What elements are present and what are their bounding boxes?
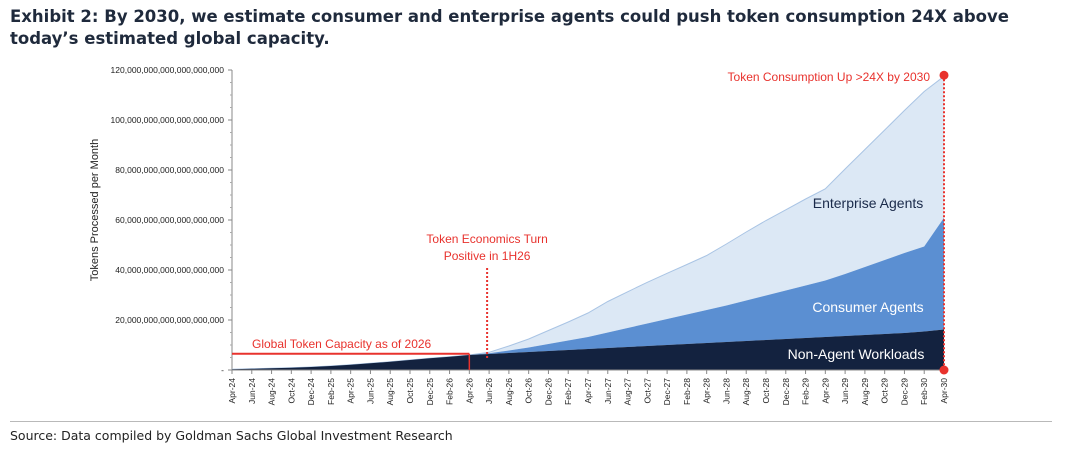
x-tick-label: Jun-25 — [365, 378, 375, 404]
x-tick-label: Feb-26 — [445, 378, 455, 405]
x-tick-label: Apr-29 — [820, 378, 830, 404]
y-tick-label: 120,000,000,000,000,000,000 — [111, 65, 225, 75]
stacked-area-chart: - 20,000,000,000,000,000,000 40,000,000,00… — [89, 65, 949, 406]
x-tick-label: Dec-24 — [306, 378, 316, 406]
x-tick-label: Jun-29 — [840, 378, 850, 404]
y-tick-label: 60,000,000,000,000,000,000 — [115, 215, 224, 225]
x-tick-label: Oct-28 — [761, 378, 771, 404]
x-tick-label: Aug-29 — [860, 378, 870, 406]
x-tick-label: Aug-25 — [385, 378, 395, 406]
consumption-bottom-dot — [939, 365, 949, 375]
annotations: Global Token Capacity as of 2026 Token Ec… — [232, 70, 949, 375]
x-tick-label: Apr-28 — [702, 378, 712, 404]
area-series — [231, 75, 945, 370]
consumption-label: Token Consumption Up >24X by 2030 — [728, 70, 931, 84]
y-tick-label: 100,000,000,000,000,000,000 — [111, 115, 225, 125]
x-axis: Apr-24 Jun-24 Aug-24 Oct-24 Dec-24 Feb-25 Apr-… — [227, 369, 949, 406]
x-tick-label: Aug-26 — [504, 378, 514, 406]
economics-label-line2: Positive in 1H26 — [444, 249, 531, 263]
capacity-label: Global Token Capacity as of 2026 — [252, 337, 432, 351]
y-tick-label: 40,000,000,000,000,000,000 — [115, 265, 224, 275]
x-tick-label: Apr-25 — [346, 378, 356, 404]
chart-title: Exhibit 2: By 2030, we estimate consumer… — [10, 7, 1009, 48]
source-note: Source: Data compiled by Goldman Sachs G… — [10, 428, 453, 443]
series-label-non-agent-workloads: Non-Agent Workloads — [788, 346, 925, 362]
series-label-consumer-agents: Consumer Agents — [812, 299, 923, 315]
area-consumer-agents — [232, 217, 944, 370]
x-tick-label: Feb-27 — [563, 378, 573, 405]
x-tick-label: Dec-28 — [781, 378, 791, 406]
series-label-enterprise-agents: Enterprise Agents — [813, 195, 924, 211]
x-tick-label: Jun-24 — [247, 378, 257, 404]
x-tick-label: Jun-28 — [721, 378, 731, 404]
consumption-top-dot — [939, 70, 949, 80]
economics-label-line1: Token Economics Turn — [426, 232, 547, 246]
x-tick-label: Dec-25 — [425, 378, 435, 406]
area-enterprise-agents — [232, 76, 944, 370]
x-tick-label: Oct-27 — [642, 378, 652, 404]
x-tick-label: Apr-30 — [939, 378, 949, 404]
x-tick-label: Oct-26 — [524, 378, 534, 404]
x-tick-label: Dec-26 — [543, 378, 553, 406]
x-tick-label: Aug-28 — [741, 378, 751, 406]
x-tick-label: Feb-28 — [682, 378, 692, 405]
x-tick-label: Apr-27 — [583, 378, 593, 404]
x-tick-label: Feb-25 — [326, 378, 336, 405]
series-labels: Enterprise Agents Consumer Agents Non-Agen… — [788, 195, 925, 362]
x-tick-label: Feb-30 — [919, 378, 929, 405]
y-axis: - 20,000,000,000,000,000,000 40,000,000,00… — [111, 65, 233, 375]
x-tick-label: Apr-24 — [227, 378, 237, 404]
x-tick-label: Aug-24 — [267, 378, 277, 406]
footer-divider — [10, 421, 1052, 422]
x-tick-label: Dec-29 — [899, 378, 909, 406]
x-tick-label: Dec-27 — [662, 378, 672, 406]
y-tick-label: 80,000,000,000,000,000,000 — [115, 165, 224, 175]
y-tick-label: - — [221, 365, 224, 375]
x-tick-label: Feb-29 — [801, 378, 811, 405]
area-non-agent-workloads — [232, 329, 944, 370]
y-tick-label: 20,000,000,000,000,000,000 — [115, 315, 224, 325]
x-tick-label: Jun-26 — [484, 378, 494, 404]
x-tick-label: Aug-27 — [623, 378, 633, 406]
x-tick-label: Oct-25 — [405, 378, 415, 404]
x-tick-label: Oct-24 — [286, 378, 296, 404]
x-tick-label: Oct-29 — [880, 378, 890, 404]
x-tick-label: Apr-26 — [464, 378, 474, 404]
y-axis-label: Tokens Processed per Month — [89, 139, 101, 281]
x-tick-label: Jun-27 — [603, 378, 613, 404]
